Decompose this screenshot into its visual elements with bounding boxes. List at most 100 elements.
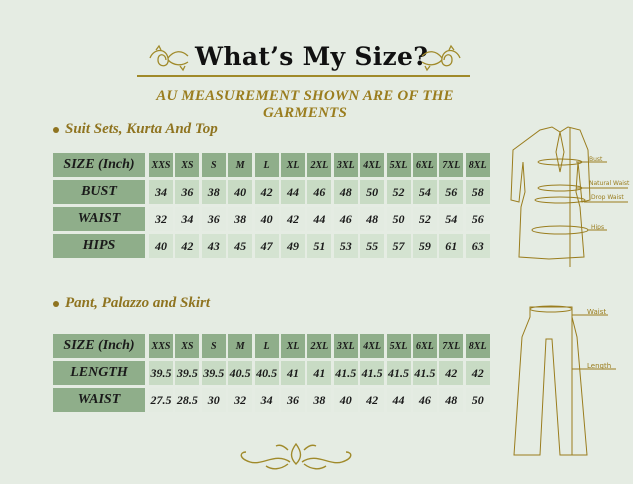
size-cell: M <box>228 334 253 358</box>
ornament-bottom-icon <box>240 442 352 470</box>
value-cell: 43 <box>201 234 226 258</box>
value-cell: 55 <box>360 234 385 258</box>
size-header-row: SIZE (Inch) XXS XS S M L XL 2XL 3XL 4XL 5XL 6XL 7XL 8… <box>53 153 492 177</box>
value-cell: 34 <box>149 180 173 204</box>
size-cell: 3XL <box>333 153 358 177</box>
diagram-label-drop-waist: Drop Waist <box>591 194 624 201</box>
value-cell: 40 <box>228 180 253 204</box>
title-divider <box>137 75 470 77</box>
value-cell: 42 <box>280 207 305 231</box>
subtitle: AU MEASUREMENT SHOWN ARE OF THE GARMENTS <box>156 88 454 121</box>
row-label: BUST <box>53 180 145 204</box>
size-cell: 7XL <box>439 334 464 358</box>
value-cell: 42 <box>175 234 200 258</box>
value-cell: 41.5 <box>412 361 437 385</box>
value-cell: 42 <box>465 361 490 385</box>
size-cell: XS <box>175 334 200 358</box>
value-cell: 41.5 <box>360 361 385 385</box>
value-cell: 41.5 <box>333 361 358 385</box>
value-cell: 46 <box>307 180 332 204</box>
size-cell: 8XL <box>465 153 490 177</box>
value-cell: 58 <box>465 180 490 204</box>
value-cell: 56 <box>465 207 490 231</box>
value-cell: 53 <box>333 234 358 258</box>
diagram-label-length: Length <box>587 362 612 370</box>
value-cell: 42 <box>254 180 279 204</box>
row-label: WAIST <box>53 207 145 231</box>
value-cell: 32 <box>228 388 253 412</box>
value-cell: 42 <box>439 361 464 385</box>
value-cell: 40.5 <box>228 361 253 385</box>
value-cell: 40 <box>333 388 358 412</box>
measurement-row-hips: HIPS 40 42 43 45 47 49 51 53 55 57 59 61 63 <box>53 234 492 258</box>
section-title-pants: Pant, Palazzo and Skirt <box>53 295 210 312</box>
value-cell: 54 <box>412 180 437 204</box>
value-cell: 38 <box>307 388 332 412</box>
value-cell: 38 <box>201 180 226 204</box>
value-cell: 46 <box>412 388 437 412</box>
size-table-suits: SIZE (Inch) XXS XS S M L XL 2XL 3XL 4XL 5XL 6XL 7XL 8… <box>53 153 492 261</box>
size-cell: 5XL <box>386 153 411 177</box>
value-cell: 38 <box>228 207 253 231</box>
ornament-left-icon <box>149 44 189 72</box>
size-table-pants: SIZE (Inch) XXS XS S M L XL 2XL 3XL 4XL 5XL 6XL 7XL 8… <box>53 334 492 415</box>
value-cell: 50 <box>465 388 490 412</box>
diagram-label-natural-waist: Natural Waist <box>589 180 630 187</box>
size-cell: L <box>254 153 279 177</box>
diagram-label-waist: Waist <box>587 308 607 316</box>
value-cell: 59 <box>412 234 437 258</box>
bullet-icon <box>53 126 59 133</box>
size-cell: 2XL <box>307 153 332 177</box>
value-cell: 48 <box>439 388 464 412</box>
value-cell: 61 <box>439 234 464 258</box>
value-cell: 40.5 <box>254 361 279 385</box>
ornament-right-icon <box>421 44 461 72</box>
value-cell: 28.5 <box>175 388 200 412</box>
size-cell: 2XL <box>307 334 332 358</box>
diagram-label-bust: Bust <box>589 156 603 163</box>
value-cell: 51 <box>307 234 332 258</box>
value-cell: 40 <box>149 234 173 258</box>
size-header-row: SIZE (Inch) XXS XS S M L XL 2XL 3XL 4XL 5XL 6XL 7XL 8… <box>53 334 492 358</box>
section-title-suits: Suit Sets, Kurta And Top <box>53 121 218 138</box>
row-label: LENGTH <box>53 361 145 385</box>
value-cell: 39.5 <box>201 361 226 385</box>
value-cell: 40 <box>254 207 279 231</box>
size-cell: 4XL <box>360 334 385 358</box>
value-cell: 54 <box>439 207 464 231</box>
value-cell: 47 <box>254 234 279 258</box>
page-title: What’s My Size? <box>195 42 429 71</box>
size-cell: L <box>254 334 279 358</box>
value-cell: 39.5 <box>149 361 173 385</box>
row-label: HIPS <box>53 234 145 258</box>
value-cell: 56 <box>439 180 464 204</box>
value-cell: 34 <box>175 207 200 231</box>
value-cell: 52 <box>412 207 437 231</box>
measurement-row-bust: BUST 34 36 38 40 42 44 46 48 50 52 54 56 58 <box>53 180 492 204</box>
measurement-row-length: LENGTH 39.5 39.5 39.5 40.5 40.5 41 41 41.5 41.5 41… <box>53 361 492 385</box>
value-cell: 50 <box>360 180 385 204</box>
value-cell: 32 <box>149 207 173 231</box>
kurta-diagram <box>510 126 628 267</box>
measurement-row-waist: WAIST 27.5 28.5 30 32 34 36 38 40 42 44 46 48 50 <box>53 388 492 412</box>
value-cell: 48 <box>333 180 358 204</box>
size-cell: 7XL <box>439 153 464 177</box>
value-cell: 42 <box>360 388 385 412</box>
value-cell: 36 <box>280 388 305 412</box>
size-cell: XL <box>280 153 305 177</box>
value-cell: 41 <box>280 361 305 385</box>
value-cell: 39.5 <box>175 361 200 385</box>
size-cell: 5XL <box>386 334 411 358</box>
value-cell: 63 <box>465 234 490 258</box>
value-cell: 30 <box>201 388 226 412</box>
value-cell: 49 <box>280 234 305 258</box>
header-label: SIZE (Inch) <box>53 334 145 358</box>
section-title-text: Pant, Palazzo and Skirt <box>65 295 211 311</box>
size-cell: 6XL <box>412 334 437 358</box>
diagram-label-hips: Hips <box>591 224 605 231</box>
size-cell: 4XL <box>360 153 385 177</box>
size-cell: M <box>228 153 253 177</box>
size-cell: XXS <box>149 334 173 358</box>
section-title-text: Suit Sets, Kurta And Top <box>65 121 218 137</box>
header-label: SIZE (Inch) <box>53 153 145 177</box>
